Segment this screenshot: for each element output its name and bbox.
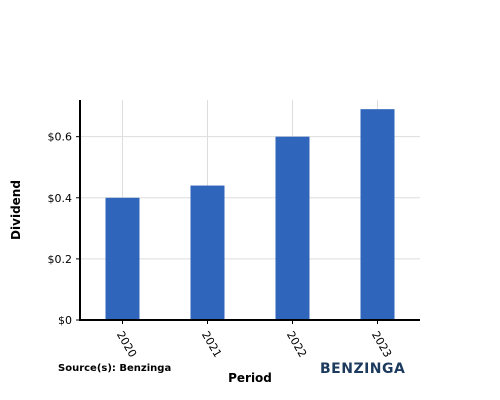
y-tick-label: $0.6: [48, 131, 73, 144]
x-tick-label: 2023: [369, 329, 394, 360]
y-tick-label: $0.4: [48, 192, 73, 205]
x-tick-label: 2022: [284, 329, 309, 360]
x-ticks: 2020 2021 2022 2023: [114, 320, 394, 360]
bar-2022: [275, 136, 310, 320]
x-tick-label: 2020: [114, 329, 139, 360]
y-ticks: $0 $0.2 $0.4 $0.6: [48, 131, 80, 327]
y-axis-title: Dividend: [9, 180, 23, 240]
source-note: Source(s): Benzinga: [58, 363, 172, 374]
y-tick-label: $0.2: [48, 253, 73, 266]
bar-2021: [190, 185, 225, 320]
x-tick-label: 2021: [199, 329, 224, 360]
y-tick-label: $0: [58, 314, 72, 327]
bars: [105, 109, 395, 321]
bar-2020: [105, 197, 140, 320]
x-axis-title: Period: [228, 371, 272, 385]
bar-2023: [360, 109, 395, 321]
benzinga-logo: BENZINGA: [320, 361, 406, 377]
